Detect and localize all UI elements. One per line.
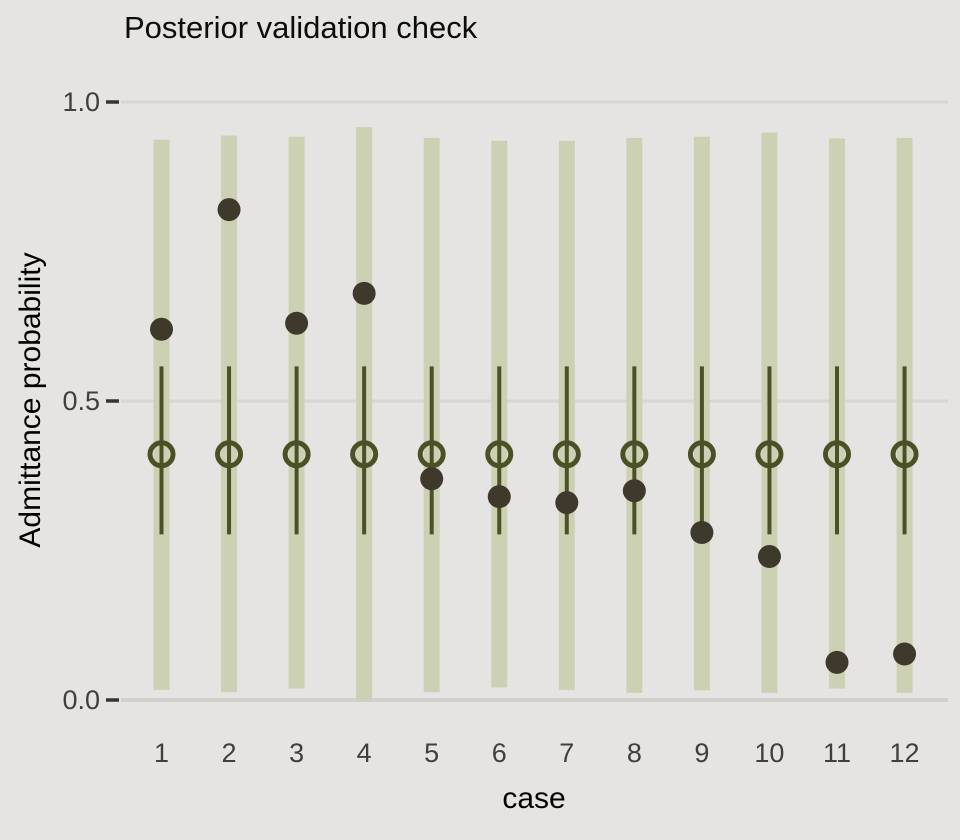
y-tick-label: 1.0 (62, 87, 100, 117)
posterior-median-circle (755, 440, 784, 469)
posterior-median-circle (147, 440, 176, 469)
chart-title: Posterior validation check (124, 10, 478, 45)
observed-dot (555, 491, 579, 515)
y-tick-label: 0.0 (62, 685, 100, 715)
posterior-median-circle (620, 440, 649, 469)
x-tick-label: 2 (221, 738, 237, 768)
x-tick-label: 11 (822, 738, 852, 768)
x-axis-title: case (502, 782, 566, 815)
posterior-median-circle (282, 440, 311, 469)
posterior-median-circle (552, 440, 581, 469)
x-tick-label: 5 (424, 738, 440, 768)
observed-dot (690, 521, 714, 545)
y-tick-mark (106, 100, 119, 104)
observed-dot (150, 317, 173, 341)
x-tick-label: 9 (694, 738, 710, 768)
x-tick-label: 12 (889, 738, 920, 768)
observed-dot (285, 311, 309, 335)
posterior-median-circle (890, 440, 919, 469)
observed-dot (893, 642, 917, 666)
posterior-median-circle (350, 440, 379, 469)
x-tick-label: 6 (491, 738, 507, 768)
gridline (121, 100, 948, 104)
y-tick-mark (106, 399, 119, 403)
posterior-median-circle (215, 440, 244, 469)
posterior-median-circle (485, 440, 514, 469)
observed-dot (757, 544, 781, 568)
posterior-median-circle (687, 440, 716, 469)
x-tick-label: 4 (356, 738, 372, 768)
posterior-median-circle (417, 440, 446, 469)
observed-dot (825, 650, 849, 674)
y-tick-label: 0.5 (62, 386, 100, 416)
zero-gridline (121, 698, 948, 702)
observed-dot (487, 485, 511, 509)
y-tick-mark (106, 698, 119, 702)
gridline (121, 399, 948, 403)
x-tick-label: 10 (754, 738, 785, 768)
x-tick-label: 7 (559, 738, 575, 768)
observed-dot (352, 281, 376, 305)
x-tick-label: 8 (626, 738, 642, 768)
x-tick-label: 3 (289, 738, 305, 768)
posterior-median-circle (823, 440, 851, 469)
x-tick-label: 1 (153, 738, 170, 768)
observed-dot (420, 467, 444, 491)
observed-dot (622, 479, 646, 503)
observed-dot (217, 198, 241, 222)
